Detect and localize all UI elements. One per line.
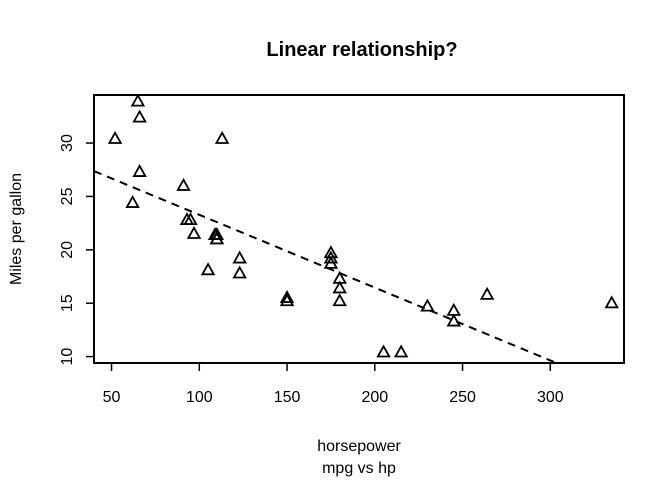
y-axis: 10 15 20 25 30 — [59, 134, 94, 365]
data-point-7 — [125, 194, 140, 208]
data-point-26 — [176, 177, 191, 191]
data-point-30 — [604, 295, 619, 309]
data-point-21 — [279, 290, 295, 303]
y-tick-label-20: 20 — [59, 241, 76, 259]
plot-frame — [93, 94, 625, 364]
data-point-25 — [132, 164, 147, 177]
data-point-29 — [323, 245, 339, 259]
y-tick-label-15: 15 — [59, 294, 76, 312]
data-point-14 — [376, 344, 391, 358]
x-tick-label-50: 50 — [103, 389, 121, 406]
x-tick-label-250: 250 — [449, 389, 476, 406]
data-point-8 — [183, 212, 198, 226]
y-axis-label: Miles per gallon — [8, 173, 25, 285]
data-point-5 — [200, 262, 216, 276]
data-point-10 — [232, 265, 247, 279]
data-points — [107, 93, 619, 358]
chart-title: Linear relationship? — [266, 39, 457, 61]
data-point-18 — [107, 130, 123, 144]
data-point-23 — [446, 313, 462, 327]
y-tick-label-25: 25 — [59, 187, 76, 205]
data-point-6 — [446, 302, 462, 316]
data-point-27 — [214, 130, 230, 144]
x-tick-label-300: 300 — [537, 389, 564, 406]
x-tick-label-100: 100 — [186, 389, 213, 406]
y-tick-label-30: 30 — [59, 134, 76, 152]
data-point-12 — [332, 270, 347, 284]
y-tick-label-10: 10 — [59, 348, 76, 366]
data-point-16 — [420, 298, 435, 312]
chart-subtitle: mpg vs hp — [322, 460, 396, 477]
x-axis: 50 100 150 200 250 300 — [103, 363, 564, 406]
data-point-22 — [279, 293, 295, 307]
data-point-28 — [479, 286, 495, 300]
data-point-19 — [130, 93, 146, 107]
data-point-15 — [393, 344, 409, 358]
data-point-17 — [132, 109, 147, 123]
data-point-31 — [207, 227, 223, 240]
data-point-13 — [332, 293, 347, 307]
data-point-9 — [232, 250, 247, 264]
x-tick-label-150: 150 — [274, 389, 301, 406]
data-point-20 — [186, 225, 202, 239]
x-tick-label-200: 200 — [361, 389, 388, 406]
x-axis-label: horsepower — [317, 438, 401, 455]
data-point-11 — [332, 280, 347, 294]
